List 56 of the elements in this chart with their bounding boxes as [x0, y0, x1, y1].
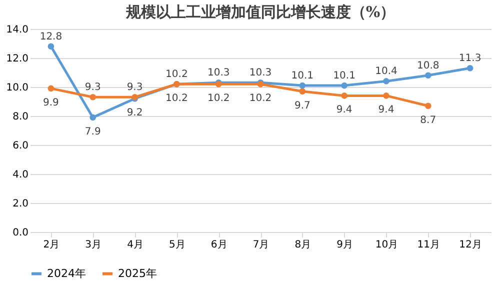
- data-label: 10.1: [333, 70, 356, 82]
- y-tick-label: 8.0: [12, 112, 28, 122]
- data-label: 9.4: [336, 104, 352, 116]
- y-tick-label: 14.0: [6, 24, 28, 36]
- point: [341, 82, 348, 89]
- data-label: 10.2: [207, 93, 230, 104]
- data-label: 10.3: [249, 68, 272, 79]
- data-label: 9.3: [84, 82, 101, 94]
- x-tick-label: 6月: [210, 240, 228, 250]
- point: [90, 94, 96, 100]
- x-tick-label: 8月: [294, 240, 312, 250]
- x-tick-label: 12月: [459, 240, 482, 250]
- legend-label: 2025年: [118, 266, 157, 280]
- x-tick-label: 4月: [127, 240, 144, 250]
- point: [299, 88, 306, 95]
- data-label: 10.1: [291, 70, 314, 82]
- data-label: 8.7: [420, 114, 436, 126]
- data-label: 9.3: [126, 82, 143, 94]
- x-tick-label: 7月: [252, 240, 270, 250]
- data-label: 12.8: [40, 31, 62, 42]
- y-tick-label: 4.0: [12, 170, 28, 180]
- y-tick-label: 6.0: [12, 140, 28, 152]
- x-tick-label: 5月: [168, 240, 186, 250]
- point: [48, 43, 54, 50]
- data-label: 10.8: [417, 60, 440, 72]
- data-label: 7.9: [84, 126, 101, 138]
- y-tick-label: 2.0: [12, 198, 28, 210]
- point: [424, 102, 432, 110]
- x-tick-label: 10月: [375, 240, 398, 250]
- point: [466, 64, 474, 72]
- data-label: 10.2: [249, 93, 272, 104]
- point: [341, 92, 348, 99]
- data-label: 10.4: [375, 66, 398, 78]
- x-tick-label: 9月: [336, 240, 354, 250]
- point: [90, 114, 96, 121]
- y-tick-label: 12.0: [6, 54, 28, 64]
- y-tick-label: 10.0: [6, 82, 28, 94]
- point: [299, 82, 306, 89]
- chart-title: 规模以上工业增加值同比增长速度（%）: [124, 3, 396, 21]
- legend-label: 2024年: [47, 266, 86, 280]
- point: [383, 92, 390, 99]
- data-label: 11.3: [458, 53, 482, 64]
- data-label: 10.2: [166, 69, 188, 80]
- x-tick-label: 11月: [417, 240, 440, 250]
- data-label: 10.2: [166, 93, 188, 104]
- point: [48, 85, 54, 92]
- data-label: 9.4: [378, 104, 394, 116]
- x-tick-label: 2月: [43, 240, 60, 250]
- data-label: 9.9: [43, 97, 59, 108]
- data-label: 9.2: [126, 108, 143, 119]
- point: [383, 78, 390, 84]
- x-tick-label: 3月: [85, 240, 102, 250]
- data-label: 10.3: [207, 68, 230, 79]
- data-label: 9.7: [294, 100, 310, 112]
- point: [424, 72, 432, 79]
- y-tick-label: 0.0: [12, 228, 28, 238]
